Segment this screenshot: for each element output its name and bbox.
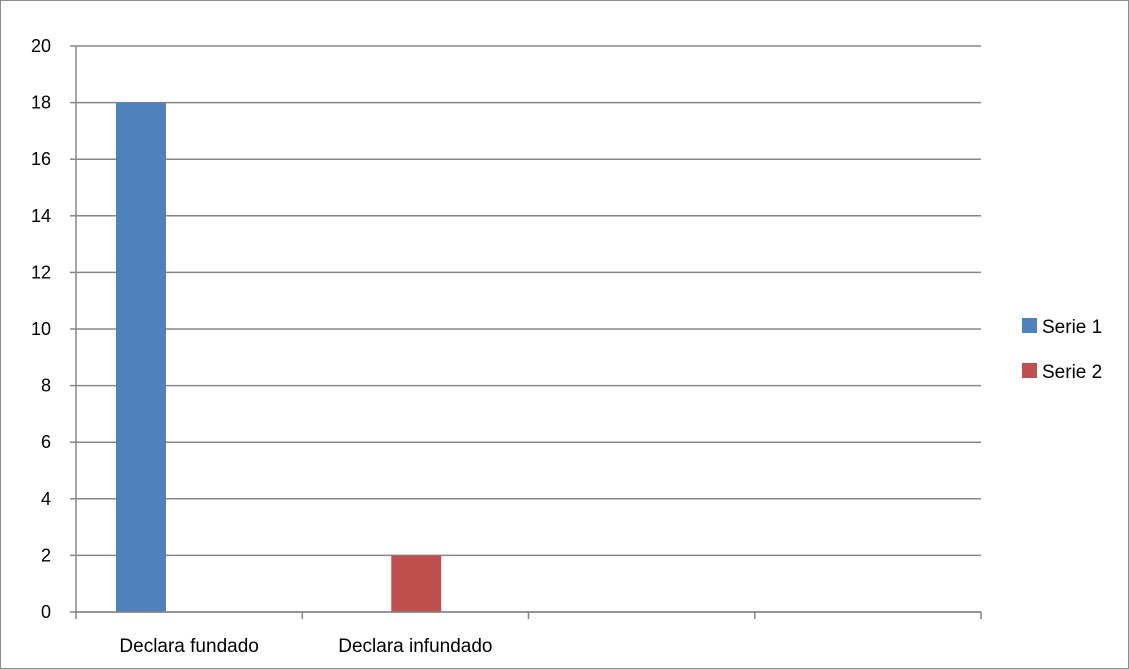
- y-tick-label: 20: [31, 36, 51, 56]
- x-category-label: Declara infundado: [338, 636, 492, 657]
- legend-label: Serie 1: [1042, 317, 1102, 338]
- y-tick-label: 2: [41, 545, 51, 565]
- x-category-label: Declara fundado: [119, 636, 258, 657]
- axes: [75, 46, 982, 619]
- legend-label: Serie 2: [1042, 362, 1102, 383]
- y-axis-tick-labels: 0 2 4 6 8 10 12 14 16 18 20: [31, 36, 51, 622]
- y-tick-label: 0: [41, 602, 51, 622]
- legend-swatch: [1022, 363, 1037, 378]
- y-tick-label: 14: [31, 206, 51, 226]
- x-axis-category-labels: Declara fundado Declara infundado: [119, 636, 492, 657]
- y-tick-label: 18: [31, 93, 51, 113]
- y-tick-label: 16: [31, 149, 51, 169]
- bars: [116, 102, 442, 612]
- y-tick-label: 4: [41, 489, 51, 509]
- gridlines: [70, 45, 981, 613]
- bar-1-1: [116, 102, 166, 612]
- y-tick-label: 6: [41, 432, 51, 452]
- y-tick-label: 12: [31, 262, 51, 282]
- y-tick-label: 10: [31, 319, 51, 339]
- legend: Serie 1 Serie 2: [1022, 317, 1102, 383]
- legend-swatch: [1022, 318, 1037, 333]
- y-tick-label: 8: [41, 376, 51, 396]
- bar-2-2: [391, 555, 442, 612]
